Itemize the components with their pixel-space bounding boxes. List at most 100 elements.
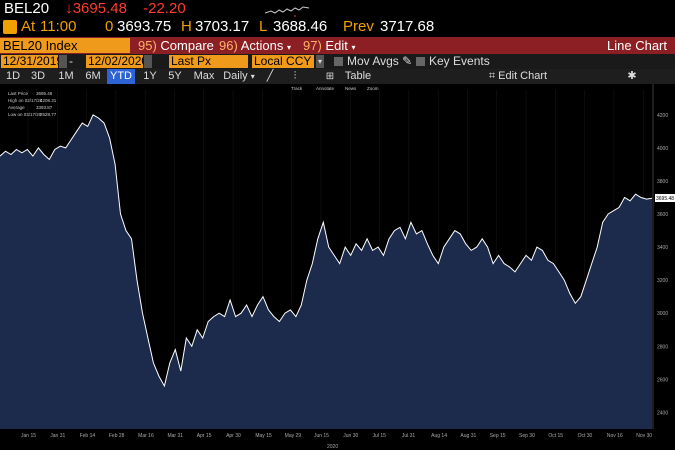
- edit-chart-button[interactable]: ⌗ Edit Chart: [488, 69, 548, 84]
- y-axis: 2400 2600 2800 3000 3200 3400 3600 3800 4000 4200: [652, 84, 668, 429]
- compare-label: Compare: [160, 38, 214, 53]
- x-tick-label: Sep 15: [490, 433, 506, 439]
- x-tick-label: Nov 30: [636, 433, 652, 439]
- chevron-down-icon: ▾: [286, 43, 291, 52]
- gear-icon[interactable]: ✱: [627, 70, 637, 82]
- x-tick-label: Apr 15: [197, 433, 212, 439]
- chart-tools: Track Annotate News Zoom: [291, 86, 379, 91]
- key-events-label: Key Events: [429, 54, 490, 68]
- y-tick-label: 4200: [657, 113, 668, 119]
- actions-button[interactable]: 96) Actions ▾: [219, 37, 291, 56]
- ticker-field[interactable]: BEL20 Index: [0, 38, 130, 53]
- x-tick-label: May 29: [285, 433, 302, 439]
- net-change: -22.20: [143, 0, 186, 17]
- prev-value: 3717.68: [380, 18, 435, 35]
- table-icon[interactable]: ⊞: [325, 71, 335, 82]
- news-tool[interactable]: News: [345, 86, 357, 91]
- legend-high-value: 4208.31: [40, 98, 57, 103]
- price-chart[interactable]: Track Annotate News Zoom Last Price 3695…: [0, 84, 675, 450]
- x-year: 2020: [327, 444, 338, 450]
- period-1d[interactable]: 1D: [5, 70, 21, 82]
- open-value: 3693.75: [117, 18, 172, 35]
- y-tick-label: 3000: [657, 311, 668, 317]
- price-tag: 3695.48: [656, 196, 674, 202]
- y-tick-label: 2400: [657, 410, 668, 416]
- actions-label: Actions: [240, 38, 284, 53]
- table-button[interactable]: Table: [344, 70, 372, 82]
- low-label: L: [259, 18, 268, 35]
- track-tool[interactable]: Track: [291, 86, 303, 91]
- currency-select[interactable]: Local CCY: [252, 55, 314, 68]
- high-label: H: [181, 18, 192, 35]
- lock-icon: [3, 20, 17, 34]
- frequency-select[interactable]: Daily ▾: [222, 69, 256, 84]
- legend-last-label: Last Price: [8, 91, 29, 96]
- period-6m[interactable]: 6M: [85, 70, 101, 82]
- x-tick-label: Nov 16: [607, 433, 623, 439]
- quote-bar: BEL20 ↓3695.48 -22.20: [0, 0, 675, 18]
- low-value: 3688.46: [273, 18, 328, 35]
- x-tick-label: Jul 15: [373, 433, 387, 439]
- edit-button[interactable]: 97) Edit ▾: [303, 37, 355, 56]
- calendar-icon[interactable]: [144, 55, 152, 68]
- mov-avgs-toggle[interactable]: Mov Avgs ✎: [334, 55, 412, 68]
- prev-label: Prev: [343, 18, 374, 35]
- x-tick-label: Jul 31: [402, 433, 416, 439]
- command-bar: BEL20 Index 95) Compare 96) Actions ▾ 97…: [0, 37, 675, 54]
- x-tick-label: Feb 28: [109, 433, 125, 439]
- at-bar: At 11:00 0 3693.75 H 3703.17 L 3688.46 P…: [0, 18, 675, 36]
- x-tick-label: Aug 31: [460, 433, 476, 439]
- x-tick-label: Apr 30: [226, 433, 241, 439]
- x-tick-label: Oct 15: [548, 433, 563, 439]
- calendar-icon[interactable]: [59, 55, 67, 68]
- chart-title: Line Chart: [607, 38, 667, 53]
- start-date[interactable]: 12/31/2019: [1, 54, 64, 68]
- y-tick-label: 4000: [657, 146, 668, 152]
- compare-button[interactable]: 95) Compare: [138, 37, 214, 54]
- edit-num: 97): [303, 38, 322, 53]
- zoom-tool[interactable]: Zoom: [367, 86, 379, 91]
- x-tick-label: Sep 30: [519, 433, 535, 439]
- end-date[interactable]: 12/02/2020: [86, 54, 149, 68]
- x-tick-label: Mar 31: [167, 433, 183, 439]
- last-price: ↓3695.48: [65, 0, 127, 17]
- high-value: 3703.17: [195, 18, 250, 35]
- y-tick-label: 3800: [657, 179, 668, 185]
- x-axis: Jan 15 Jan 31 Feb 14 Feb 28 Mar 16 Mar 31 Apr …: [21, 433, 652, 439]
- legend-avg-value: 3393.87: [36, 105, 53, 110]
- period-1y[interactable]: 1Y: [143, 70, 157, 82]
- open-label: 0: [105, 18, 114, 35]
- at-time: 11:00: [40, 18, 77, 35]
- chevron-down-icon: ▾: [351, 43, 356, 52]
- line-style-icon[interactable]: ╱: [266, 70, 274, 82]
- x-tick-label: Jan 15: [21, 433, 36, 439]
- key-events-toggle[interactable]: Key Events: [416, 55, 490, 68]
- field-select[interactable]: Last Px: [169, 55, 248, 68]
- annotate-tool[interactable]: Annotate: [316, 86, 335, 91]
- chevron-down-icon: ▾: [250, 72, 255, 81]
- x-tick-label: Aug 14: [431, 433, 447, 439]
- period-1m[interactable]: 1M: [58, 70, 74, 82]
- frequency-label: Daily: [223, 70, 248, 82]
- edit-label: Edit: [325, 38, 348, 53]
- range-bar: 12/31/2019 - 12/02/2020 Last Px Local CC…: [0, 54, 675, 69]
- at-label: At: [21, 18, 36, 35]
- legend: Last Price 3695.48 High on 02/17/20 4208…: [8, 91, 57, 117]
- y-tick-label: 2800: [657, 344, 668, 350]
- chevron-down-icon[interactable]: ▾: [316, 55, 324, 68]
- period-max[interactable]: Max: [193, 70, 215, 82]
- y-tick-label: 3400: [657, 245, 668, 251]
- period-5y[interactable]: 5Y: [168, 70, 182, 82]
- checkbox-icon: [416, 57, 425, 66]
- legend-last-value: 3695.48: [36, 91, 53, 96]
- legend-avg-label: Average: [8, 105, 25, 110]
- y-tick-label: 3200: [657, 278, 668, 284]
- compare-num: 95): [138, 38, 157, 53]
- price-line: [0, 114, 653, 388]
- period-ytd[interactable]: YTD: [107, 69, 135, 84]
- chart-icon: ⌗: [488, 70, 496, 82]
- bar-style-icon[interactable]: ⫶: [293, 70, 297, 82]
- y-tick-label: 2600: [657, 377, 668, 383]
- edit-chart-label: Edit Chart: [498, 70, 548, 82]
- period-3d[interactable]: 3D: [30, 70, 46, 82]
